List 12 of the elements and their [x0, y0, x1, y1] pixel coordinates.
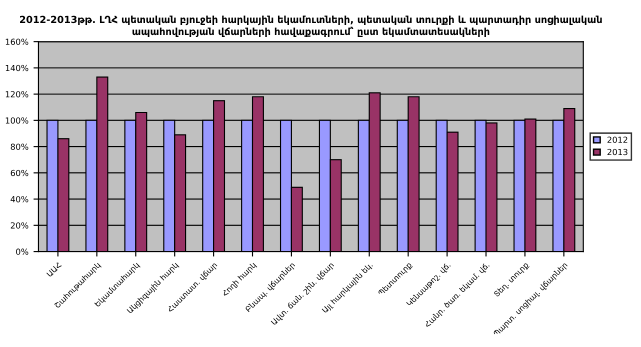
y-tick-label: 40% — [10, 196, 28, 202]
legend-label: 2013 — [607, 148, 628, 156]
y-tick-label: 100% — [6, 117, 28, 124]
y-tick-label: 140% — [6, 64, 28, 72]
chart-title: 2012-2013թթ. ԼՂՀ պետական բյուջեի հարկային եկամուտների, պետական տուրքի և պարտադիր սոցիալական ապահովության վճարների հավաքագրում՝ ըստ եկամտատեսակների — [20, 16, 602, 38]
legend-label: 2012 — [607, 136, 628, 143]
y-tick-label: 80% — [10, 144, 28, 150]
y-tick-label: 160% — [6, 38, 28, 45]
y-tick-label: 20% — [10, 222, 28, 229]
y-tick-label: 120% — [6, 91, 28, 98]
y-tick-label: 0% — [16, 248, 28, 255]
y-tick-label: 60% — [10, 170, 28, 176]
